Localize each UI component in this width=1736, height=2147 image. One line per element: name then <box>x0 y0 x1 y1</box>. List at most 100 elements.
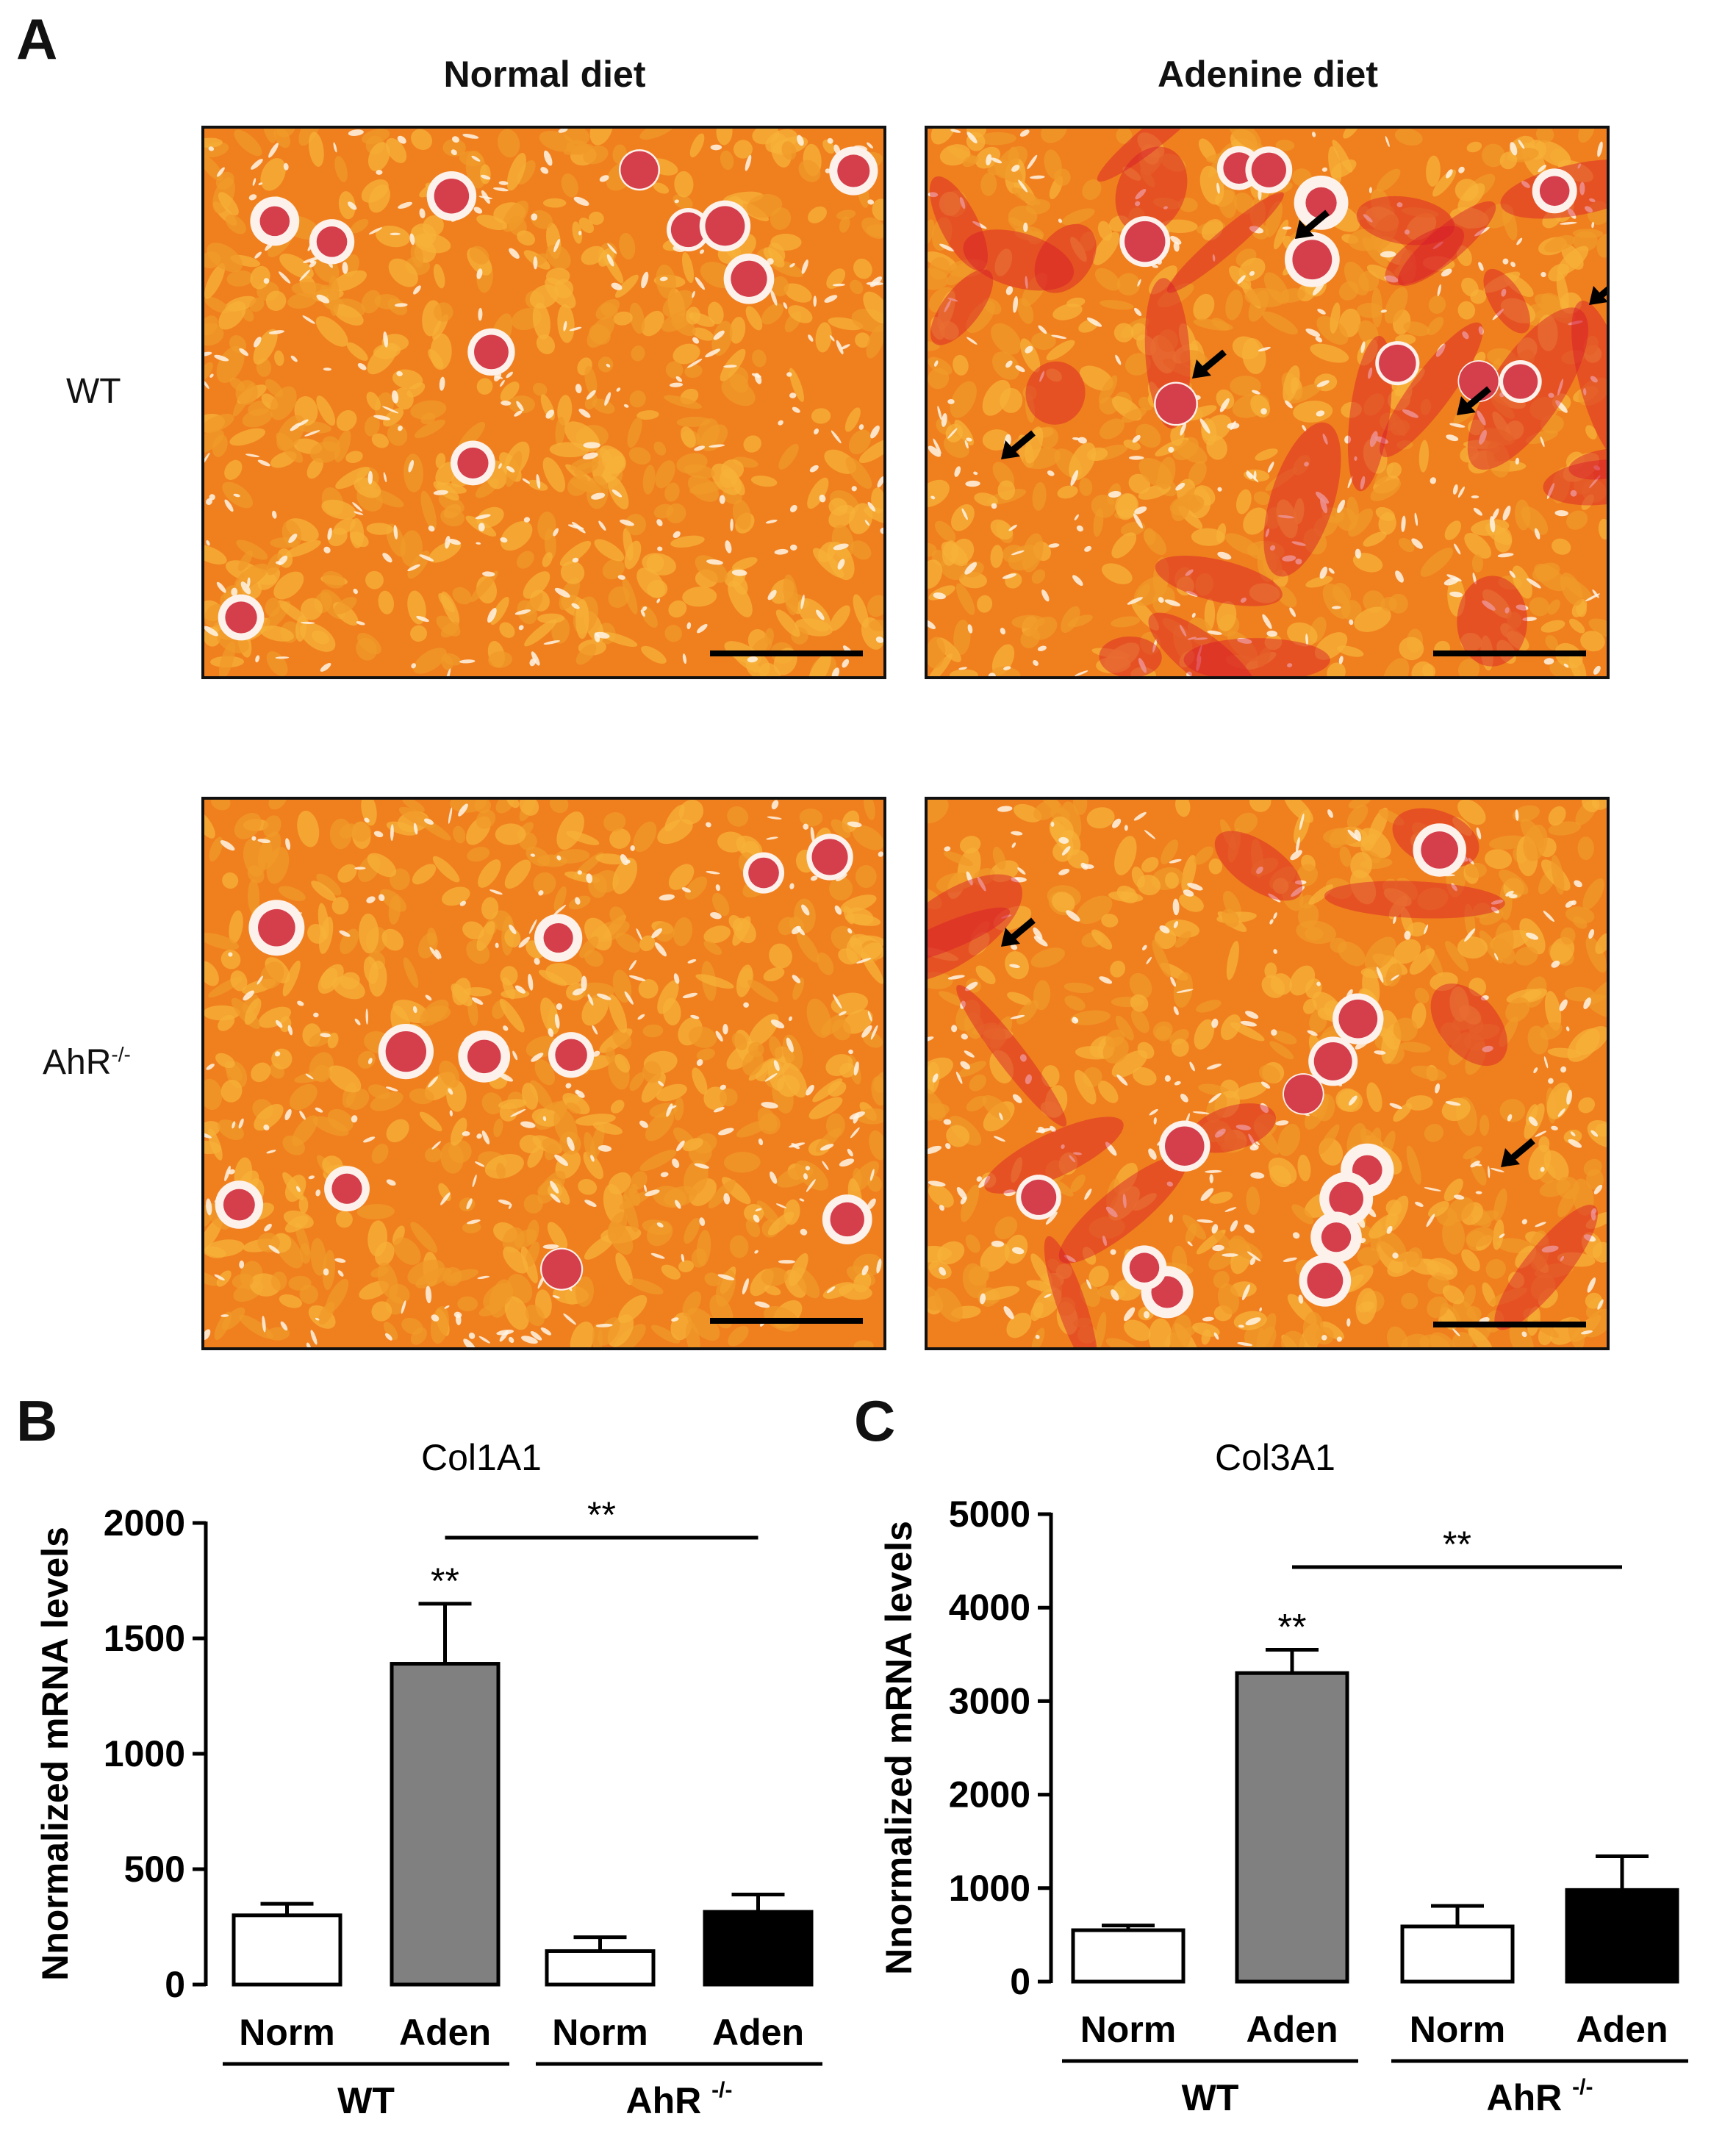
tubule-lumen <box>825 168 831 173</box>
tubule-texture <box>1585 936 1607 973</box>
tubule-lumen <box>572 988 584 996</box>
tubule-texture <box>682 1138 703 1152</box>
tubule-texture <box>1216 523 1227 543</box>
tubule-texture <box>495 823 526 845</box>
tubule-texture <box>329 818 352 850</box>
tubule-texture <box>1521 506 1549 535</box>
tubule-texture <box>1465 1042 1487 1075</box>
tubule-lumen <box>1555 400 1568 413</box>
tubule-texture <box>1055 1264 1072 1280</box>
tubule-texture <box>1332 582 1352 604</box>
tubule-texture <box>1515 1245 1537 1269</box>
tubule-texture <box>807 653 831 676</box>
tubule-lumen <box>1570 490 1577 497</box>
tubule-lumen <box>774 548 789 555</box>
tubule-texture <box>1129 972 1152 999</box>
tubule-lumen <box>1563 663 1569 668</box>
tubule-lumen <box>476 268 483 279</box>
tubule-lumen <box>630 845 635 851</box>
micrograph-ahr-ko-adenine-diet <box>925 797 1610 1350</box>
tubule-texture <box>707 301 724 325</box>
tubule-texture <box>839 216 850 233</box>
tubule-lumen <box>747 656 758 663</box>
tubule-texture <box>298 129 321 146</box>
tubule-lumen <box>944 846 951 852</box>
tubule-lumen <box>299 1111 306 1120</box>
tubule-lumen <box>816 609 825 620</box>
tubule-lumen <box>1475 1164 1482 1166</box>
tubule-texture <box>990 545 1003 568</box>
tubule-lumen <box>1230 1220 1238 1232</box>
tubule-texture <box>423 215 444 237</box>
tubule-lumen <box>1127 597 1144 605</box>
tubule-texture <box>1335 1088 1360 1112</box>
tubule-lumen <box>214 354 229 362</box>
tubule-lumen <box>1312 132 1316 137</box>
tubule-texture <box>1131 1008 1149 1033</box>
tubule-texture <box>476 378 493 395</box>
tubule-texture <box>312 630 329 645</box>
tubule-texture <box>638 979 659 999</box>
tubule-texture <box>1073 800 1088 815</box>
tubule-texture <box>1022 385 1037 401</box>
tubule-lumen <box>1174 1080 1181 1086</box>
tubule-lumen <box>1086 318 1102 327</box>
tubule-lumen <box>1492 508 1499 520</box>
tubule-texture <box>549 442 589 458</box>
tubule-texture <box>504 928 521 947</box>
tubule-texture <box>1463 1146 1482 1160</box>
chart-title: Col3A1 <box>1215 1437 1335 1478</box>
tubule-texture <box>1552 393 1571 412</box>
tubule-lumen <box>799 1198 805 1202</box>
tubule-texture <box>1131 867 1145 888</box>
tubule-lumen <box>540 167 549 174</box>
tubule-texture <box>1563 452 1600 482</box>
tubule-texture <box>1529 597 1550 617</box>
tubule-texture <box>771 276 789 297</box>
tubule-texture <box>259 626 294 642</box>
tubule-lumen <box>1058 218 1063 223</box>
tubule-texture <box>204 1217 223 1252</box>
tubule-lumen <box>245 454 260 458</box>
tubule-texture <box>665 361 684 379</box>
tubule-lumen <box>1138 658 1147 673</box>
tubule-texture <box>1499 1017 1518 1047</box>
tubule-lumen <box>1446 434 1459 442</box>
tubule-texture <box>229 910 243 944</box>
tubule-texture <box>336 1211 353 1228</box>
y-tick-label: 1000 <box>949 1868 1030 1909</box>
tubule-texture <box>1430 972 1458 992</box>
panel-b-letter: B <box>16 1388 58 1453</box>
tubule-texture <box>1132 1067 1157 1086</box>
tubule-lumen <box>1492 309 1504 320</box>
tubule-texture <box>579 936 599 958</box>
tubule-texture <box>1080 1281 1101 1308</box>
tubule-lumen <box>839 1011 847 1016</box>
tubule-texture <box>853 258 872 279</box>
tubule-lumen <box>1050 1125 1056 1133</box>
tubule-texture <box>483 1283 514 1311</box>
tubule-lumen <box>806 1084 814 1096</box>
tubule-texture <box>627 417 642 448</box>
tubule-lumen <box>800 595 805 609</box>
tubule-lumen <box>961 508 968 520</box>
tubule-texture <box>310 441 341 463</box>
tubule-lumen <box>204 626 219 637</box>
tubule-texture <box>595 853 626 865</box>
tubule-lumen <box>758 1138 764 1146</box>
tubule-lumen <box>253 337 262 348</box>
tubule-lumen <box>1411 538 1423 549</box>
tubule-texture <box>551 616 570 644</box>
tubule-texture <box>386 1119 409 1143</box>
tubule-texture <box>545 244 571 270</box>
tubule-lumen <box>459 659 476 664</box>
tubule-lumen <box>1546 482 1555 499</box>
tubule-lumen <box>1580 1330 1593 1335</box>
tubule-texture <box>678 1260 695 1272</box>
tubule-texture <box>1082 1247 1097 1265</box>
tubule-texture <box>338 191 356 220</box>
tubule-texture <box>517 160 536 185</box>
tubule-lumen <box>1133 513 1143 528</box>
tubule-texture <box>222 872 239 889</box>
tubule-lumen <box>522 478 531 484</box>
